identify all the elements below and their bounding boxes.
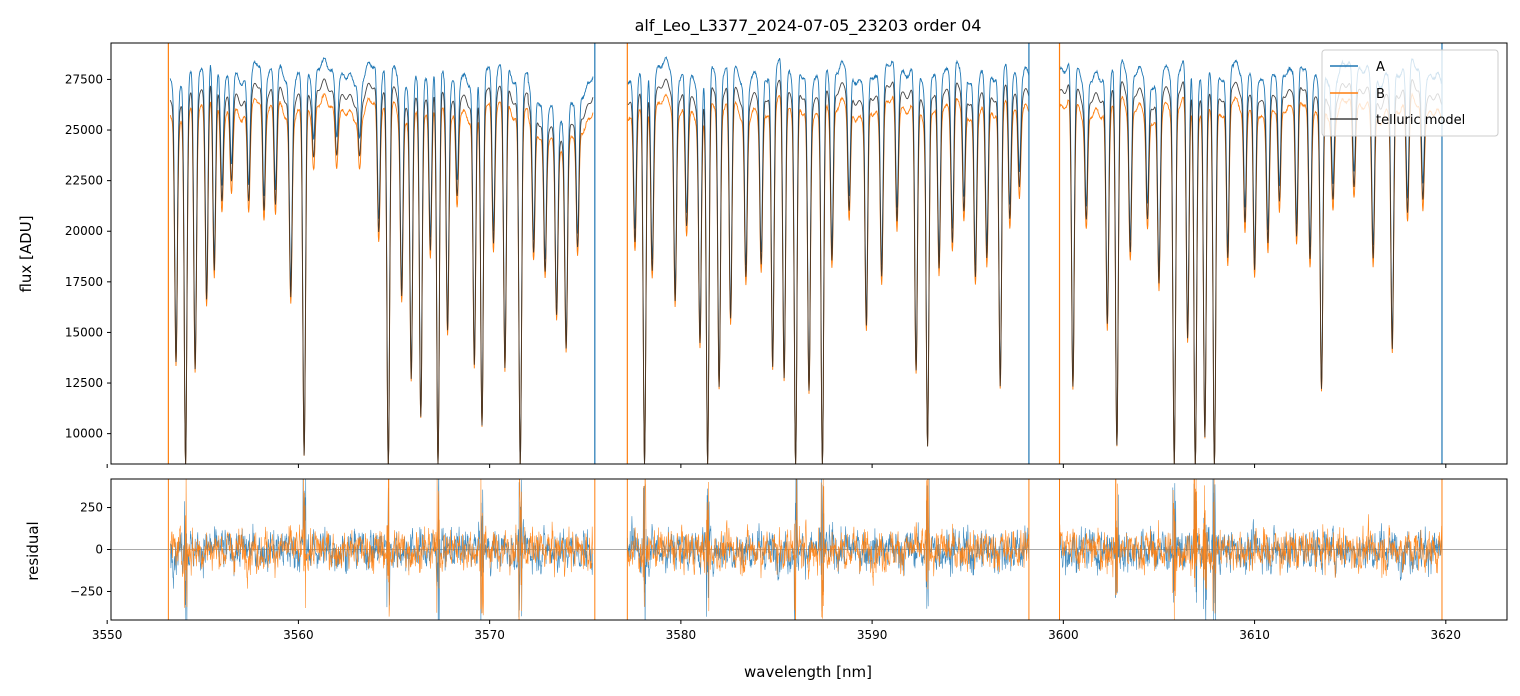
residual-y-tick-label: −250 [70, 584, 103, 598]
telluric-model-line [627, 78, 1030, 464]
flux-y-tick-label: 22500 [65, 174, 103, 188]
residual-plot-area [111, 479, 1507, 620]
flux-y-tick-label: 27500 [65, 72, 103, 86]
residual-y-tick-label: 250 [80, 501, 103, 515]
legend-label-b: B [1376, 87, 1385, 102]
residual-x-tick-label: 3620 [1431, 628, 1462, 642]
flux-y-tick-label: 17500 [65, 275, 103, 289]
telluric-model-line [169, 78, 594, 464]
residual-x-tick-label: 3610 [1239, 628, 1270, 642]
residual-x-tick-label: 3600 [1048, 628, 1079, 642]
legend-label-telluric: telluric model [1376, 113, 1465, 128]
legend-label-a: A [1376, 60, 1385, 75]
legend: A B telluric model [1321, 49, 1499, 137]
flux-y-tick-label: 20000 [65, 224, 103, 238]
series-a-line [626, 56, 1030, 464]
flux-y-tick-label: 12500 [65, 376, 103, 390]
flux-x-axis [106, 464, 1447, 468]
flux-panel: 10000 12500 15000 17500 20000 22500 25000 27500… [17, 42, 1508, 468]
residual-y-axis: −250 0 250 [70, 501, 111, 598]
residual-x-tick-label: 3570 [474, 628, 505, 642]
residual-x-axis: 3550 3560 3570 3580 3590 3600 3610 3620 [92, 620, 1461, 642]
residual-series-a [1059, 479, 1443, 620]
residual-series-b [170, 479, 594, 620]
flux-y-tick-label: 25000 [65, 123, 103, 137]
flux-y-tick-label: 10000 [65, 427, 103, 441]
residual-x-tick-label: 3590 [857, 628, 888, 642]
flux-axes-frame [110, 42, 1508, 465]
legend-box [1321, 49, 1499, 137]
residual-series-b [1059, 479, 1443, 620]
chart-title: alf_Leo_L3377_2024-07-05_23203 order 04 [635, 16, 982, 36]
residual-x-tick-label: 3580 [666, 628, 697, 642]
residual-x-tick-label: 3550 [92, 628, 123, 642]
flux-y-axis: 10000 12500 15000 17500 20000 22500 25000 27500 [65, 72, 111, 441]
flux-y-tick-label: 15000 [65, 325, 103, 339]
residual-series-b [627, 479, 1030, 620]
residual-panel: −250 0 250 3550 3560 3570 3580 3590 3600 3610 362… [24, 478, 1508, 681]
flux-plot-area [167, 43, 1443, 464]
residual-x-axis-label: wavelength [nm] [744, 663, 872, 681]
residual-y-tick-label: 0 [95, 543, 103, 557]
flux-y-axis-label: flux [ADU] [17, 215, 35, 292]
residual-x-tick-label: 3560 [283, 628, 314, 642]
residual-y-axis-label: residual [24, 521, 42, 580]
